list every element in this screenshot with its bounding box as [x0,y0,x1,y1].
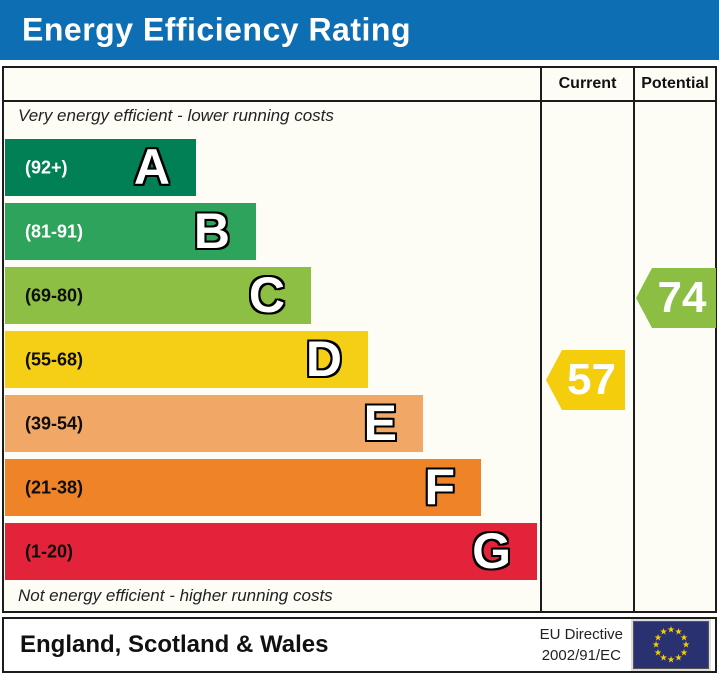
band-g: (1-20) G [5,523,537,580]
potential-column-divider [633,66,635,613]
eu-flag-star: ★ [651,639,661,650]
footer: England, Scotland & Wales EU Directive 2… [2,617,717,673]
eu-flag-star: ★ [659,626,668,637]
eu-flag-star: ★ [666,654,676,665]
region-label: England, Scotland & Wales [20,631,329,658]
band-b: (81-91) B [5,203,256,260]
eu-directive-label: EU Directive 2002/91/EC [540,624,623,666]
page-title: Energy Efficiency Rating [22,11,411,48]
band-d-range: (55-68) [25,349,84,369]
column-header-current: Current [558,75,617,92]
current-column-divider [540,66,542,613]
band-c: (69-80) C [5,267,311,324]
band-e-range: (39-54) [25,413,84,433]
current-value-marker: 57 [546,350,625,410]
band-b-range: (81-91) [25,221,84,241]
eu-flag-star: ★ [674,652,683,663]
band-g-range: (1-20) [25,541,74,561]
band-f-letter: F [424,458,455,515]
band-a-range: (92+) [25,157,68,177]
band-g-letter: G [472,522,511,579]
band-c-letter: C [248,266,285,323]
current-value: 57 [567,355,616,404]
column-header-potential: Potential [641,75,709,92]
eu-directive-line2: 2002/91/EC [541,647,621,664]
band-a: (92+) A [5,139,196,196]
header-row-divider [2,100,717,102]
eu-directive-line1: EU Directive [539,626,623,643]
eu-flag-star: ★ [674,626,683,637]
eu-flag-star: ★ [681,639,691,650]
eu-flag-star: ★ [653,632,663,642]
band-b-letter: B [193,202,230,259]
band-e-letter: E [363,394,397,451]
band-f: (21-38) F [5,459,481,516]
eu-flag-star: ★ [679,632,689,642]
eu-flag-star: ★ [659,652,668,663]
bottom-note: Not energy efficient - higher running co… [18,586,333,605]
eu-flag-star: ★ [666,624,676,635]
band-f-range: (21-38) [25,477,84,497]
band-e: (39-54) E [5,395,423,452]
eu-flag-icon: ★ ★ ★ ★ ★ ★ ★ ★ ★ ★ ★ ★ [633,621,709,669]
eu-flag-star: ★ [653,647,663,657]
band-a-letter: A [133,138,170,195]
band-c-range: (69-80) [25,285,84,305]
eu-flag-star: ★ [679,647,689,657]
potential-value-marker: 74 [636,268,716,328]
potential-value: 74 [657,273,707,322]
top-note: Very energy efficient - lower running co… [18,106,334,125]
title-bar: Energy Efficiency Rating [0,0,719,60]
band-d: (55-68) D [5,331,368,388]
band-d-letter: D [305,330,342,387]
